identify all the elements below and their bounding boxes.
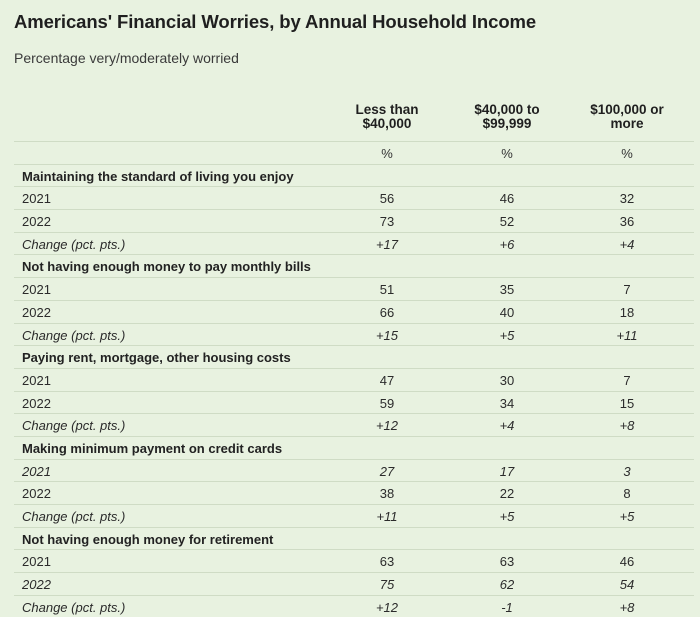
- change-row: Change (pct. pts.) +12 -1 +8: [14, 594, 694, 617]
- data-cell: 27: [379, 463, 395, 479]
- data-cell: 75: [379, 577, 395, 593]
- data-cell: +11: [376, 509, 398, 524]
- section-label: Paying rent, mortgage, other housing cos…: [22, 350, 291, 366]
- data-cell: 63: [499, 554, 515, 570]
- year-row: 2021 27 17 3: [14, 458, 694, 482]
- data-cell: 66: [379, 304, 395, 320]
- data-cell: 7: [623, 372, 631, 388]
- data-cell: +6: [499, 236, 515, 252]
- chart-title: Americans' Financial Worries, by Annual …: [14, 11, 537, 32]
- column-header: $100,000 or more: [590, 102, 664, 131]
- year-row: 2021 51 35 7: [14, 277, 694, 300]
- section-row: Not having enough money for retirement: [14, 526, 694, 550]
- data-cell: 63: [379, 554, 395, 570]
- data-cell: +12: [375, 599, 399, 615]
- section-row: Making minimum payment on credit cards: [14, 435, 694, 459]
- data-cell: +8: [619, 418, 635, 434]
- data-cell: +4: [619, 236, 635, 252]
- data-cell: +5: [499, 509, 515, 524]
- row-label: 2022: [22, 395, 51, 411]
- year-row: 2022 66 40 18: [14, 299, 694, 323]
- row-label: 2021: [22, 463, 51, 479]
- row-label: 2021: [22, 282, 51, 298]
- column-header: Less than $40,000: [355, 102, 419, 131]
- data-cell: 34: [499, 395, 515, 411]
- data-cell: 32: [619, 191, 635, 207]
- chart-subtitle: Percentage very/moderately worried: [14, 50, 239, 66]
- row-label: 2022: [22, 214, 51, 230]
- data-cell: 62: [499, 577, 515, 593]
- change-row: Change (pct. pts.) +15 +5 +11: [14, 322, 694, 346]
- row-label: 2021: [22, 191, 51, 207]
- column-header: $40,000 to $99,999: [474, 102, 540, 131]
- data-cell: 56: [379, 191, 395, 207]
- section-label: Not having enough money to pay monthly b…: [22, 259, 311, 275]
- row-label: 2021: [22, 372, 51, 388]
- data-cell: 40: [499, 304, 515, 320]
- section-row: Paying rent, mortgage, other housing cos…: [14, 345, 694, 368]
- change-row: Change (pct. pts.) +11 +5 +5: [14, 504, 694, 527]
- row-label: Change (pct. pts.): [22, 236, 126, 252]
- data-cell: 35: [499, 282, 515, 298]
- data-cell: +5: [619, 509, 635, 524]
- data-cell: +12: [375, 418, 399, 434]
- year-row: 2021 63 63 46: [14, 549, 694, 572]
- table-header: Less than $40,000 $40,000 to $99,999 $10…: [14, 98, 694, 141]
- row-label: Change (pct. pts.): [22, 509, 126, 524]
- data-cell: 36: [619, 214, 635, 230]
- year-row: 2021 47 30 7: [14, 367, 694, 391]
- data-cell: 7: [623, 282, 631, 298]
- data-cell: 59: [379, 395, 395, 411]
- unit-label: %: [501, 146, 513, 161]
- unit-label: %: [381, 146, 393, 161]
- data-cell: 8: [623, 486, 631, 502]
- data-cell: 22: [499, 486, 515, 502]
- change-row: Change (pct. pts.) +12 +4 +8: [14, 413, 694, 436]
- unit-label: %: [621, 146, 633, 161]
- data-cell: +5: [499, 327, 515, 343]
- data-cell: 46: [619, 554, 635, 570]
- data-table: Less than $40,000 $40,000 to $99,999 $10…: [14, 98, 694, 617]
- row-label: 2021: [22, 554, 51, 570]
- section-row: Maintaining the standard of living you e…: [14, 163, 694, 187]
- row-label: 2022: [22, 577, 51, 593]
- row-label: Change (pct. pts.): [22, 599, 126, 615]
- change-row: Change (pct. pts.) +17 +6 +4: [14, 231, 694, 255]
- section-label: Maintaining the standard of living you e…: [22, 168, 294, 184]
- data-cell: 73: [379, 214, 395, 230]
- section-row: Not having enough money to pay monthly b…: [14, 254, 694, 277]
- data-cell: 47: [379, 372, 395, 388]
- data-cell: +15: [375, 327, 399, 343]
- units-row: % % %: [14, 141, 694, 164]
- year-row: 2022 75 62 54: [14, 572, 694, 595]
- data-cell: 18: [619, 304, 635, 320]
- data-cell: +17: [375, 236, 399, 252]
- data-cell: 3: [623, 463, 631, 479]
- data-cell: 54: [619, 577, 635, 593]
- row-label: Change (pct. pts.): [22, 418, 126, 434]
- row-label: 2022: [22, 304, 51, 320]
- data-cell: -1: [501, 599, 513, 615]
- data-cell: 17: [499, 463, 515, 479]
- row-label: 2022: [22, 486, 51, 502]
- data-cell: 46: [499, 191, 515, 207]
- data-cell: 51: [379, 282, 395, 298]
- data-cell: 15: [619, 395, 635, 411]
- section-label: Making minimum payment on credit cards: [22, 440, 283, 456]
- section-label: Not having enough money for retirement: [22, 531, 274, 547]
- data-cell: +11: [616, 327, 638, 343]
- year-row: 2022 59 34 15: [14, 390, 694, 414]
- data-cell: +8: [619, 599, 635, 615]
- data-cell: 38: [379, 486, 395, 502]
- year-row: 2022 73 52 36: [14, 209, 694, 232]
- year-row: 2021 56 46 32: [14, 186, 694, 209]
- year-row: 2022 38 22 8: [14, 481, 694, 504]
- data-cell: 30: [499, 372, 515, 388]
- data-cell: 52: [499, 214, 515, 230]
- row-label: Change (pct. pts.): [22, 327, 126, 343]
- data-cell: +4: [499, 418, 515, 434]
